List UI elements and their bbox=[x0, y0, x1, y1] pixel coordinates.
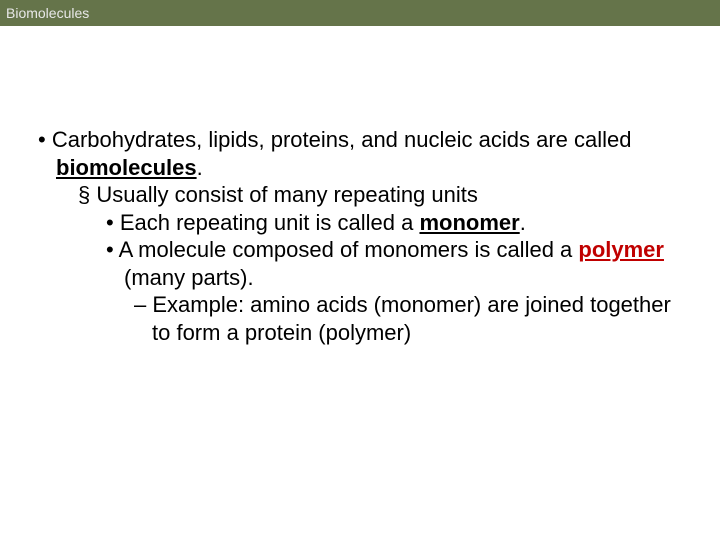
text-l2: Usually consist of many repeating units bbox=[96, 182, 478, 207]
bullet-level3-b: A molecule composed of monomers is calle… bbox=[28, 236, 692, 291]
header-bar: Biomolecules bbox=[0, 0, 720, 26]
bullet-level4: Example: amino acids (monomer) are joine… bbox=[28, 291, 692, 346]
text-l1b: biomolecules bbox=[56, 155, 197, 180]
slide-content: Carbohydrates, lipids, proteins, and nuc… bbox=[0, 26, 720, 346]
bullet-level3-a: Each repeating unit is called a monomer. bbox=[28, 209, 692, 237]
text-l3d: A molecule composed of monomers is calle… bbox=[119, 237, 579, 262]
text-l3c: . bbox=[520, 210, 526, 235]
text-l4a: Example: amino acids (monomer) are joine… bbox=[152, 292, 671, 345]
header-title: Biomolecules bbox=[6, 5, 89, 21]
bullet-level2: Usually consist of many repeating units bbox=[28, 181, 692, 209]
text-l3a: Each repeating unit is called a bbox=[120, 210, 420, 235]
bullet-level1: Carbohydrates, lipids, proteins, and nuc… bbox=[28, 126, 692, 181]
text-l3e: polymer bbox=[578, 237, 664, 262]
text-l1c: . bbox=[197, 155, 203, 180]
text-l3b: monomer bbox=[419, 210, 519, 235]
text-l1a: Carbohydrates, lipids, proteins, and nuc… bbox=[52, 127, 632, 152]
text-l3f: (many parts). bbox=[124, 265, 254, 290]
